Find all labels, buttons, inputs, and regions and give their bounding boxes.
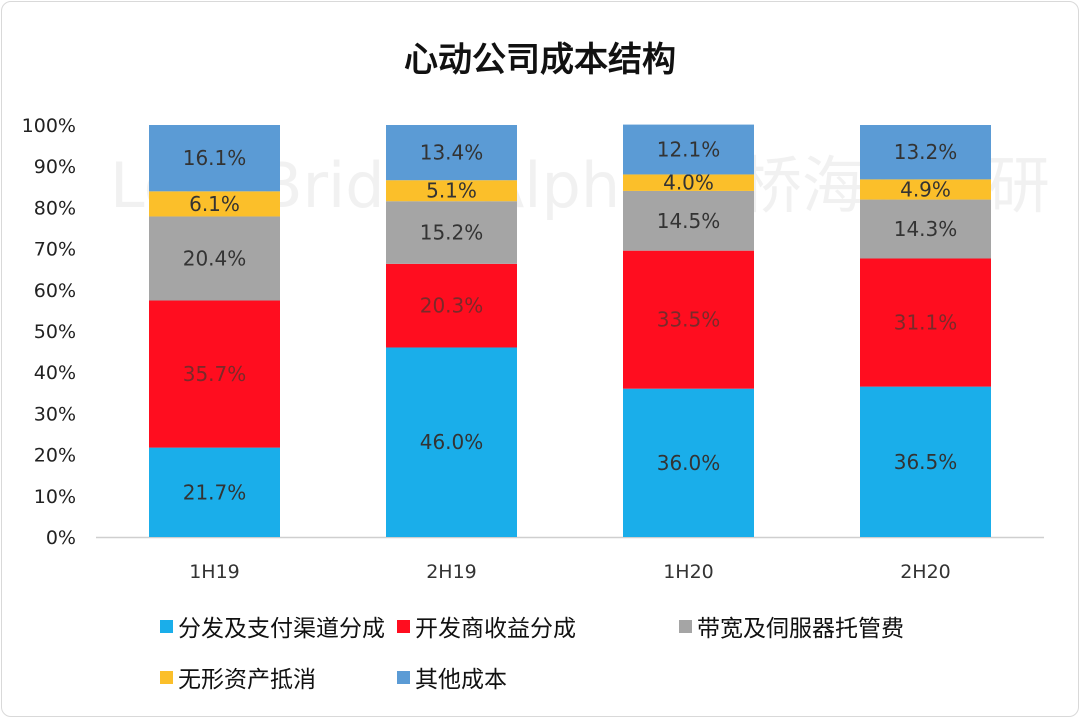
legend-label: 带宽及伺服器托管费 xyxy=(697,616,904,642)
data-label: 5.1% xyxy=(426,179,477,203)
y-tick-label: 100% xyxy=(22,115,76,137)
data-label: 20.4% xyxy=(183,246,247,270)
bar-segment xyxy=(149,125,280,192)
legend-item: 带宽及伺服器托管费 xyxy=(679,616,904,642)
legend-swatch xyxy=(160,620,173,633)
bar-segment xyxy=(386,180,517,202)
data-label: 21.7% xyxy=(183,480,247,504)
y-tick-label: 10% xyxy=(34,486,76,508)
legend-item: 其他成本 xyxy=(397,667,507,693)
bars: 21.7% 35.7% 20.4% 6.1% 16.1% 46.0% 20.3% 15.2% 5… xyxy=(149,124,991,537)
legend-swatch xyxy=(397,671,410,684)
bar-segment xyxy=(623,250,754,389)
legend-label: 其他成本 xyxy=(415,667,507,693)
chart-title: 心动公司成本结构 xyxy=(404,40,676,80)
legend-item: 分发及支付渠道分成 xyxy=(160,616,385,642)
y-tick-label: 80% xyxy=(34,197,76,219)
bar-segment xyxy=(623,174,754,191)
x-axis: 1H19 2H19 1H20 2H20 xyxy=(189,561,951,583)
y-tick-label: 20% xyxy=(34,445,76,467)
data-label: 6.1% xyxy=(189,192,240,216)
data-label: 13.2% xyxy=(894,140,958,164)
data-label: 31.1% xyxy=(894,311,958,335)
data-label: 16.1% xyxy=(183,146,247,170)
y-tick-label: 70% xyxy=(34,239,76,261)
bar-segment xyxy=(860,258,991,387)
bar-segment xyxy=(860,125,991,180)
legend-item: 无形资产抵消 xyxy=(160,667,316,693)
x-tick-label: 1H19 xyxy=(189,561,240,583)
data-label: 35.7% xyxy=(183,362,247,386)
bar-segment xyxy=(386,347,517,537)
data-label: 4.9% xyxy=(900,177,951,201)
bar-stack-2h19: 46.0% 20.3% 15.2% 5.1% 13.4% xyxy=(386,125,517,537)
y-tick-label: 40% xyxy=(34,362,76,384)
y-tick-label: 0% xyxy=(46,527,76,549)
y-tick-label: 60% xyxy=(34,280,76,302)
data-label: 15.2% xyxy=(420,221,484,245)
y-tick-label: 30% xyxy=(34,403,76,425)
bar-segment xyxy=(386,125,517,181)
x-tick-label: 2H19 xyxy=(426,561,477,583)
bar-segment xyxy=(860,199,991,259)
legend-item: 开发商收益分成 xyxy=(397,616,576,642)
legend-label: 开发商收益分成 xyxy=(415,616,576,642)
y-axis: 0% 10% 20% 30% 40% 50% 60% 70% 80% 90% 100% xyxy=(22,115,1044,549)
data-label: 14.5% xyxy=(657,209,721,233)
legend-swatch xyxy=(160,671,173,684)
bar-segment xyxy=(623,388,754,537)
bar-segment xyxy=(149,300,280,448)
data-label: 46.0% xyxy=(420,430,484,454)
data-label: 20.3% xyxy=(420,294,484,318)
data-label: 14.3% xyxy=(894,217,958,241)
data-label: 36.5% xyxy=(894,450,958,474)
bar-stack-2h20: 36.5% 31.1% 14.3% 4.9% 13.2% xyxy=(860,125,991,537)
bar-segment xyxy=(623,124,754,175)
x-tick-label: 1H20 xyxy=(663,561,714,583)
bar-segment xyxy=(860,386,991,537)
bar-segment xyxy=(149,447,280,537)
bar-segment xyxy=(623,190,754,251)
bar-segment xyxy=(386,201,517,264)
data-label: 36.0% xyxy=(657,451,721,475)
bar-segment xyxy=(386,263,517,348)
data-label: 13.4% xyxy=(420,141,484,165)
bar-segment xyxy=(149,216,280,301)
bar-segment xyxy=(149,191,280,217)
legend-swatch xyxy=(397,620,410,633)
bar-stack-1h19: 21.7% 35.7% 20.4% 6.1% 16.1% xyxy=(149,125,280,537)
data-label: 33.5% xyxy=(657,308,721,332)
bar-segment xyxy=(860,179,991,200)
y-tick-label: 50% xyxy=(34,321,76,343)
data-label: 12.1% xyxy=(657,138,721,162)
legend-swatch xyxy=(679,620,692,633)
bar-stack-1h20: 36.0% 33.5% 14.5% 4.0% 12.1% xyxy=(623,124,754,537)
x-tick-label: 2H20 xyxy=(900,561,951,583)
y-tick-label: 90% xyxy=(34,156,76,178)
legend-label: 分发及支付渠道分成 xyxy=(178,616,385,642)
data-label: 4.0% xyxy=(663,171,714,195)
legend-label: 无形资产抵消 xyxy=(178,667,316,693)
